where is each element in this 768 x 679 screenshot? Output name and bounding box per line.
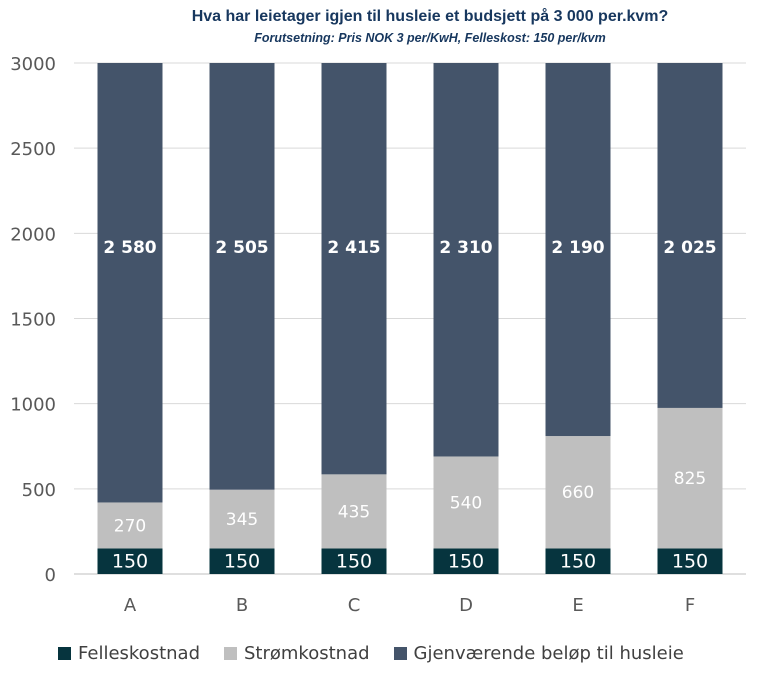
y-tick-label: 1000 bbox=[10, 395, 56, 416]
bar-segment-F-1 bbox=[657, 548, 723, 574]
data-label-E-2: 660 bbox=[562, 483, 594, 503]
data-label-E-3: 2 190 bbox=[551, 238, 604, 258]
bar-segment-B-3 bbox=[209, 63, 275, 490]
bar-segment-B-1 bbox=[209, 548, 275, 574]
gridlines bbox=[74, 62, 746, 575]
data-label-C-1: 150 bbox=[336, 551, 372, 573]
data-label-A-2: 270 bbox=[114, 516, 146, 536]
bars: 150 270 2 580 150 345 2 505 150 435 2 415 150 540 2… bbox=[97, 63, 723, 574]
data-label-F-2: 825 bbox=[674, 469, 706, 489]
legend-swatch-3 bbox=[393, 647, 407, 660]
legend-label-3: Gjenværende beløp til husleie bbox=[413, 643, 684, 664]
legend-label-1: Felleskostnad bbox=[78, 643, 200, 664]
bar-segment-E-3 bbox=[545, 63, 611, 437]
data-label-D-1: 150 bbox=[448, 551, 484, 573]
bar-segment-C-1 bbox=[321, 548, 387, 574]
bar-segment-F-3 bbox=[657, 63, 723, 408]
data-label-F-1: 150 bbox=[672, 551, 708, 573]
legend-swatch-2 bbox=[224, 647, 237, 660]
x-tick-label-D: D bbox=[459, 595, 473, 616]
data-label-C-3: 2 415 bbox=[327, 238, 380, 258]
bar-segment-D-1 bbox=[433, 548, 499, 574]
chart-subtitle: Forutsetning: Pris NOK 3 per/KwH, Felles… bbox=[254, 31, 606, 45]
data-label-B-3: 2 505 bbox=[215, 238, 268, 258]
bar-segment-C-2 bbox=[321, 474, 387, 549]
data-label-E-1: 150 bbox=[560, 551, 596, 573]
y-axis-tick-labels: 0 500 1000 1500 2000 2500 3000 bbox=[10, 54, 56, 586]
data-label-A-1: 150 bbox=[112, 551, 148, 573]
y-tick-label: 3000 bbox=[10, 54, 56, 75]
bar-segment-A-1 bbox=[97, 548, 163, 574]
bar-segment-A-3 bbox=[97, 63, 163, 503]
y-tick-label: 1500 bbox=[10, 310, 56, 331]
bar-segment-D-3 bbox=[433, 63, 499, 457]
x-tick-label-E: E bbox=[572, 595, 583, 616]
y-tick-label: 2000 bbox=[10, 224, 56, 245]
y-tick-label: 2500 bbox=[10, 139, 56, 160]
data-label-A-3: 2 580 bbox=[103, 238, 156, 258]
bar-segment-B-2 bbox=[209, 489, 275, 549]
data-label-B-2: 345 bbox=[226, 510, 258, 530]
bar-segment-E-2 bbox=[545, 436, 611, 549]
data-label-F-3: 2 025 bbox=[663, 238, 716, 258]
y-tick-label: 500 bbox=[22, 480, 56, 501]
x-axis-tick-labels: A B C D E F bbox=[124, 595, 695, 616]
data-label-D-2: 540 bbox=[450, 493, 482, 513]
bar-segment-A-2 bbox=[97, 502, 163, 549]
x-tick-label-B: B bbox=[236, 595, 248, 616]
chart-title: Hva har leietager igjen til husleie et b… bbox=[191, 8, 669, 25]
legend-swatch-1 bbox=[58, 647, 71, 660]
bar-segment-C-3 bbox=[321, 63, 387, 475]
bar-segment-E-1 bbox=[545, 548, 611, 574]
x-tick-label-A: A bbox=[124, 595, 137, 616]
legend-label-2: Strømkostnad bbox=[244, 643, 370, 664]
legend-item-2: Strømkostnad bbox=[224, 643, 370, 664]
data-label-C-2: 435 bbox=[338, 502, 370, 522]
bar-segment-D-2 bbox=[433, 456, 499, 549]
legend: Felleskostnad Strømkostnad Gjenværende bel… bbox=[58, 643, 708, 664]
y-tick-label: 0 bbox=[45, 565, 56, 586]
data-label-D-3: 2 310 bbox=[439, 238, 492, 258]
bar-segment-F-2 bbox=[657, 407, 723, 549]
x-tick-label-F: F bbox=[685, 595, 695, 616]
legend-item-3: Gjenværende beløp til husleie bbox=[393, 643, 684, 664]
x-tick-label-C: C bbox=[348, 595, 361, 616]
legend-item-1: Felleskostnad bbox=[58, 643, 200, 664]
data-label-B-1: 150 bbox=[224, 551, 260, 573]
